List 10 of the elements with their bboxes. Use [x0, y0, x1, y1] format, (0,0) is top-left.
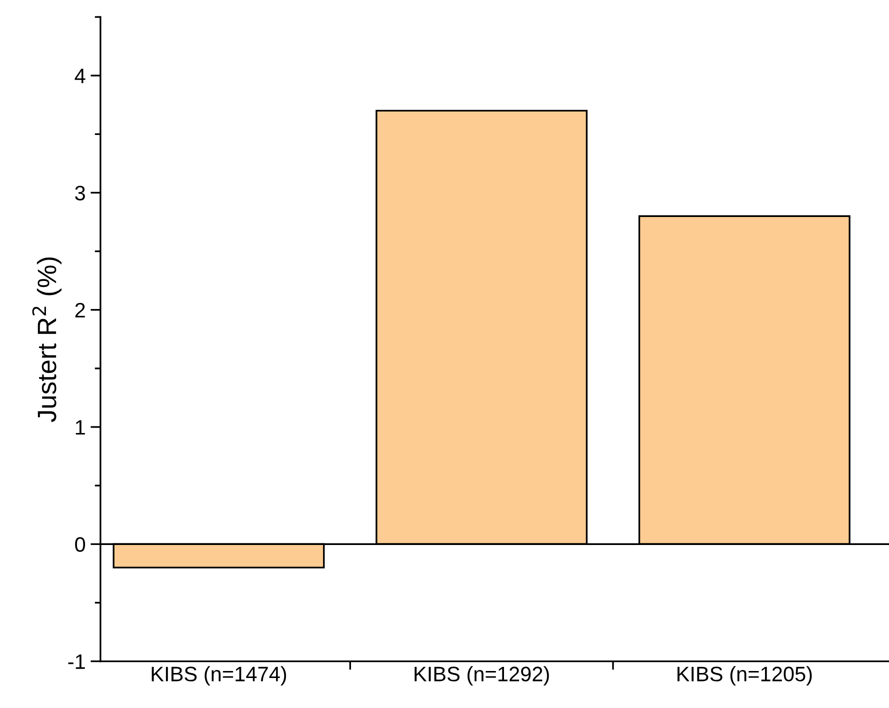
y-tick-label: 0	[75, 537, 86, 552]
y-axis-title: Justert R$^{2}$ (%)	[32, 257, 62, 422]
x-tick-label: KIBS (n=1292)	[414, 666, 549, 686]
y-tick-label: 3	[75, 186, 85, 200]
y-tick-label: -1	[68, 654, 85, 669]
y-tick-label: 2	[75, 302, 85, 318]
y-tick-label: 1	[76, 420, 85, 435]
y-tick-label: 4	[74, 68, 86, 84]
x-tick-label: KIBS (n=1205)	[678, 666, 812, 686]
x-tick-label: KIBS (n=1474)	[152, 666, 286, 686]
